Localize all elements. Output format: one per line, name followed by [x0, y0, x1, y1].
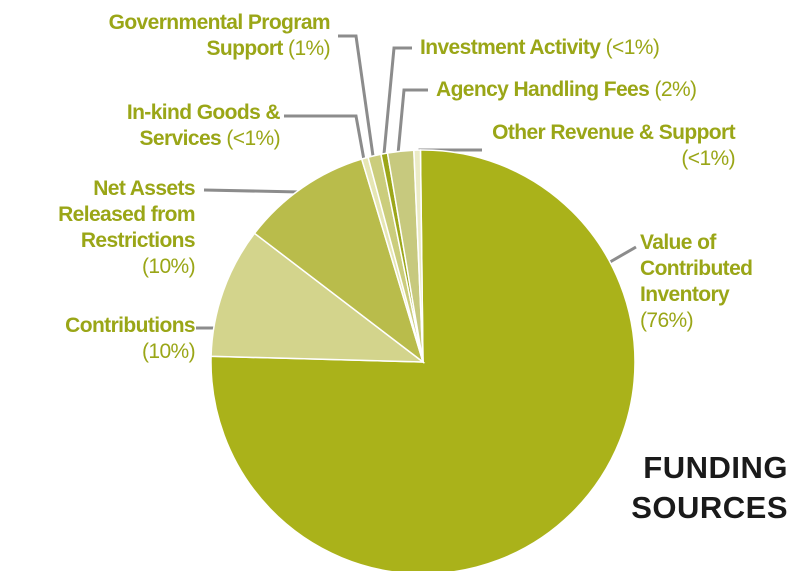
- chart-title: FUNDING SOURCES: [631, 450, 788, 525]
- category-name: In-kind Goods & Services: [126, 101, 281, 150]
- value-label: (76%): [640, 309, 694, 332]
- category-name: Other Revenue & Support: [492, 121, 736, 144]
- pie-slice: [210, 232, 426, 363]
- leader-line: [338, 34, 375, 157]
- category-name: Value of Contributed Inventory: [640, 231, 753, 306]
- value-label: (10%): [141, 255, 196, 278]
- value-label: (<1%): [681, 147, 735, 170]
- category-name: Net Assets Released from Restrictions: [58, 177, 196, 252]
- slice-label: Net Assets Released from Restrictions (10…: [5, 176, 196, 280]
- slice-label: Governmental Program Support (1%): [30, 10, 331, 62]
- category-name: Agency Handling Fees: [436, 78, 650, 101]
- slice-label: Other Revenue & Support (<1%): [480, 120, 736, 172]
- slice-label: Agency Handling Fees (2%): [436, 77, 776, 103]
- pie-slice: [253, 158, 425, 365]
- category-name: Contributions: [65, 314, 195, 337]
- leaders: [196, 34, 637, 330]
- leader-line: [396, 88, 428, 155]
- pie-slice: [413, 149, 424, 363]
- slice-label: Value of Contributed Inventory (76%): [640, 230, 770, 334]
- category-name: Investment Activity: [420, 36, 601, 59]
- slice-label: In-kind Goods & Services (<1%): [80, 100, 281, 152]
- value-label: (1%): [288, 37, 331, 60]
- leader-line: [609, 245, 637, 264]
- value-label: (2%): [654, 78, 697, 101]
- value-label: (<1%): [605, 36, 660, 59]
- slice-label: Investment Activity (<1%): [420, 35, 780, 61]
- leader-line: [284, 114, 366, 161]
- value-label: (<1%): [226, 127, 280, 150]
- leader-line: [203, 188, 301, 194]
- category-name: Governmental Program Support: [108, 11, 331, 60]
- leader-line: [382, 46, 412, 155]
- value-label: (10%): [141, 340, 196, 363]
- slice-label: Contributions (10%): [10, 313, 195, 365]
